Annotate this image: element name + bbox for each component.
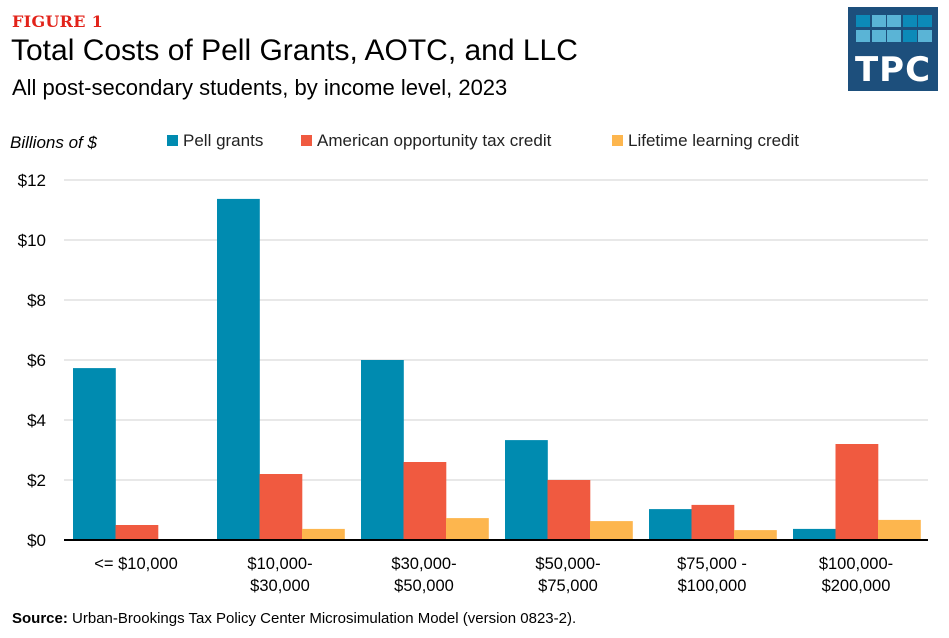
figure-label: FIGURE 1 <box>12 12 104 31</box>
bar-pell <box>649 509 692 540</box>
x-tick-label: $30,000 <box>250 577 310 595</box>
legend-swatch-aotc <box>301 135 312 146</box>
tpc-logo: TPC <box>848 7 938 91</box>
logo-square <box>902 15 917 27</box>
bar-llc <box>734 530 777 540</box>
bar-pell <box>73 368 116 540</box>
legend-item-pell: Pell grants <box>167 131 263 151</box>
x-tick-label: $75,000 - <box>677 555 747 573</box>
x-tick-label: <= $10,000 <box>94 555 178 573</box>
x-tick-label: $10,000- <box>247 555 312 573</box>
legend-swatch-pell <box>167 135 178 146</box>
y-tick-label: $2 <box>27 471 46 490</box>
logo-square <box>871 15 886 27</box>
y-tick-label: $6 <box>27 351 46 370</box>
x-tick-label: $75,000 <box>538 577 598 595</box>
legend-label-aotc: American opportunity tax credit <box>317 131 552 150</box>
legend-item-aotc: American opportunity tax credit <box>301 131 551 151</box>
legend-label-pell: Pell grants <box>183 131 264 150</box>
x-tick-label: $200,000 <box>822 577 891 595</box>
logo-square <box>918 30 932 42</box>
y-axis-label: Billions of $ <box>10 133 97 152</box>
source-note: Source: Urban-Brookings Tax Policy Cente… <box>12 610 576 627</box>
source-text: Urban-Brookings Tax Policy Center Micros… <box>72 610 577 627</box>
bar-llc <box>446 518 489 540</box>
bar-aotc <box>259 474 303 540</box>
bar-aotc <box>115 525 159 540</box>
logo-square <box>902 30 917 42</box>
bar-llc <box>878 519 921 540</box>
legend-item-llc: Lifetime learning credit <box>612 131 799 151</box>
x-tick-label: $100,000- <box>819 555 893 573</box>
logo-square <box>856 30 870 42</box>
chart-subtitle: All post-secondary students, by income l… <box>12 75 508 100</box>
bar-llc <box>590 521 633 540</box>
chart-title: Total Costs of Pell Grants, AOTC, and LL… <box>11 34 578 67</box>
source-label: Source: <box>12 610 68 627</box>
y-tick-label: $12 <box>18 171 46 190</box>
x-tick-label: $50,000- <box>535 555 600 573</box>
legend-swatch-llc <box>612 135 623 146</box>
x-tick-label: $30,000- <box>391 555 456 573</box>
x-tick-label: $100,000 <box>678 577 747 595</box>
bar-pell <box>217 198 260 540</box>
logo-square <box>856 15 870 27</box>
x-tick-label: $50,000 <box>394 577 454 595</box>
logo-square <box>887 30 901 42</box>
bar-aotc <box>547 480 591 540</box>
bar-aotc <box>691 504 735 540</box>
bar-pell <box>793 528 836 540</box>
y-tick-label: $8 <box>27 291 46 310</box>
bar-aotc <box>835 444 879 540</box>
legend-label-llc: Lifetime learning credit <box>628 131 800 150</box>
bar-llc <box>302 528 345 540</box>
bar-pell <box>361 360 404 540</box>
logo-square <box>887 15 901 27</box>
logo-square <box>918 15 932 27</box>
logo-text: TPC <box>854 50 932 90</box>
y-tick-label: $4 <box>27 411 46 430</box>
y-tick-label: $10 <box>18 231 46 250</box>
bar-pell <box>505 440 548 540</box>
y-tick-label: $0 <box>27 531 46 550</box>
logo-square <box>871 30 886 42</box>
bar-aotc <box>403 462 447 540</box>
